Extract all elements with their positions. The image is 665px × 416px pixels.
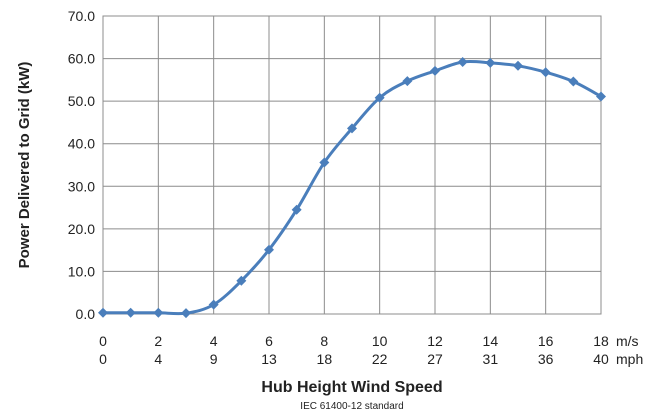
- unit-ms-label: m/s: [616, 333, 639, 349]
- y-tick-label: 40.0: [68, 136, 95, 152]
- y-tick-label: 0.0: [76, 306, 96, 322]
- y-axis-ticks: 0.0 10.0 20.0 30.0 40.0 50.0 60.0 70.0: [68, 8, 95, 322]
- data-point-marker: [430, 65, 440, 76]
- x-tick-label-ms: 16: [538, 333, 554, 349]
- data-point-marker: [125, 307, 136, 318]
- x-tick-label-mph: 40: [593, 351, 609, 367]
- x-tick-label-mph: 36: [538, 351, 554, 367]
- x-tick-label-ms: 0: [99, 333, 107, 349]
- x-axis-title: Hub Height Wind Speed: [261, 379, 442, 396]
- data-point-marker: [457, 56, 468, 67]
- data-point-marker: [596, 91, 606, 102]
- y-tick-label: 10.0: [68, 263, 95, 279]
- series-line: [101, 59, 603, 316]
- x-tick-label-ms: 12: [427, 333, 443, 349]
- x-tick-label-mph: 0: [99, 351, 107, 367]
- data-point-marker: [374, 92, 385, 103]
- x-tick-label-mph: 22: [372, 351, 388, 367]
- data-point-marker: [485, 57, 496, 68]
- x-tick-label-ms: 14: [483, 333, 499, 349]
- x-tick-label-mph: 31: [483, 351, 499, 367]
- data-point-marker: [181, 308, 191, 319]
- data-point-marker: [98, 307, 108, 318]
- y-tick-label: 20.0: [68, 221, 95, 237]
- data-point-marker: [402, 76, 413, 87]
- data-point-marker: [264, 244, 274, 255]
- standard-note: IEC 61400-12 standard: [300, 401, 403, 412]
- y-tick-label: 70.0: [68, 8, 95, 24]
- grid: [102, 15, 602, 315]
- x-tick-label-mph: 18: [317, 351, 333, 367]
- y-axis-title: Power Delivered to Grid (kW): [16, 62, 33, 269]
- y-tick-label: 60.0: [68, 51, 95, 67]
- y-tick-label: 30.0: [68, 178, 95, 194]
- x-tick-label-mph: 13: [261, 351, 277, 367]
- data-point-marker: [153, 307, 164, 318]
- data-point-marker: [568, 76, 579, 87]
- plot-area-frame: [102, 15, 602, 315]
- x-tick-label-mph: 27: [427, 351, 443, 367]
- data-point-marker: [540, 67, 551, 78]
- y-tick-label: 50.0: [68, 93, 95, 109]
- x-tick-label-ms: 18: [593, 333, 609, 349]
- unit-mph-label: mph: [616, 351, 643, 367]
- data-point-marker: [208, 299, 219, 310]
- data-point-marker: [513, 60, 523, 71]
- data-point-marker: [319, 157, 330, 168]
- x-tick-label-ms: 6: [265, 333, 273, 349]
- x-axis-ticks: 0 0 2 4 4 9 6 13 8 18 10 22 12 27 14 31 16 36 18 40: [99, 333, 609, 367]
- x-tick-label-ms: 10: [372, 333, 388, 349]
- x-tick-label-ms: 4: [210, 333, 218, 349]
- data-point-marker: [347, 123, 357, 134]
- x-tick-label-ms: 2: [154, 333, 162, 349]
- data-point-marker: [236, 275, 247, 286]
- x-tick-label-mph: 9: [210, 351, 218, 367]
- data-points: [98, 56, 606, 319]
- x-tick-label-mph: 4: [154, 351, 162, 367]
- data-point-marker: [291, 204, 302, 215]
- x-tick-label-ms: 8: [320, 333, 328, 349]
